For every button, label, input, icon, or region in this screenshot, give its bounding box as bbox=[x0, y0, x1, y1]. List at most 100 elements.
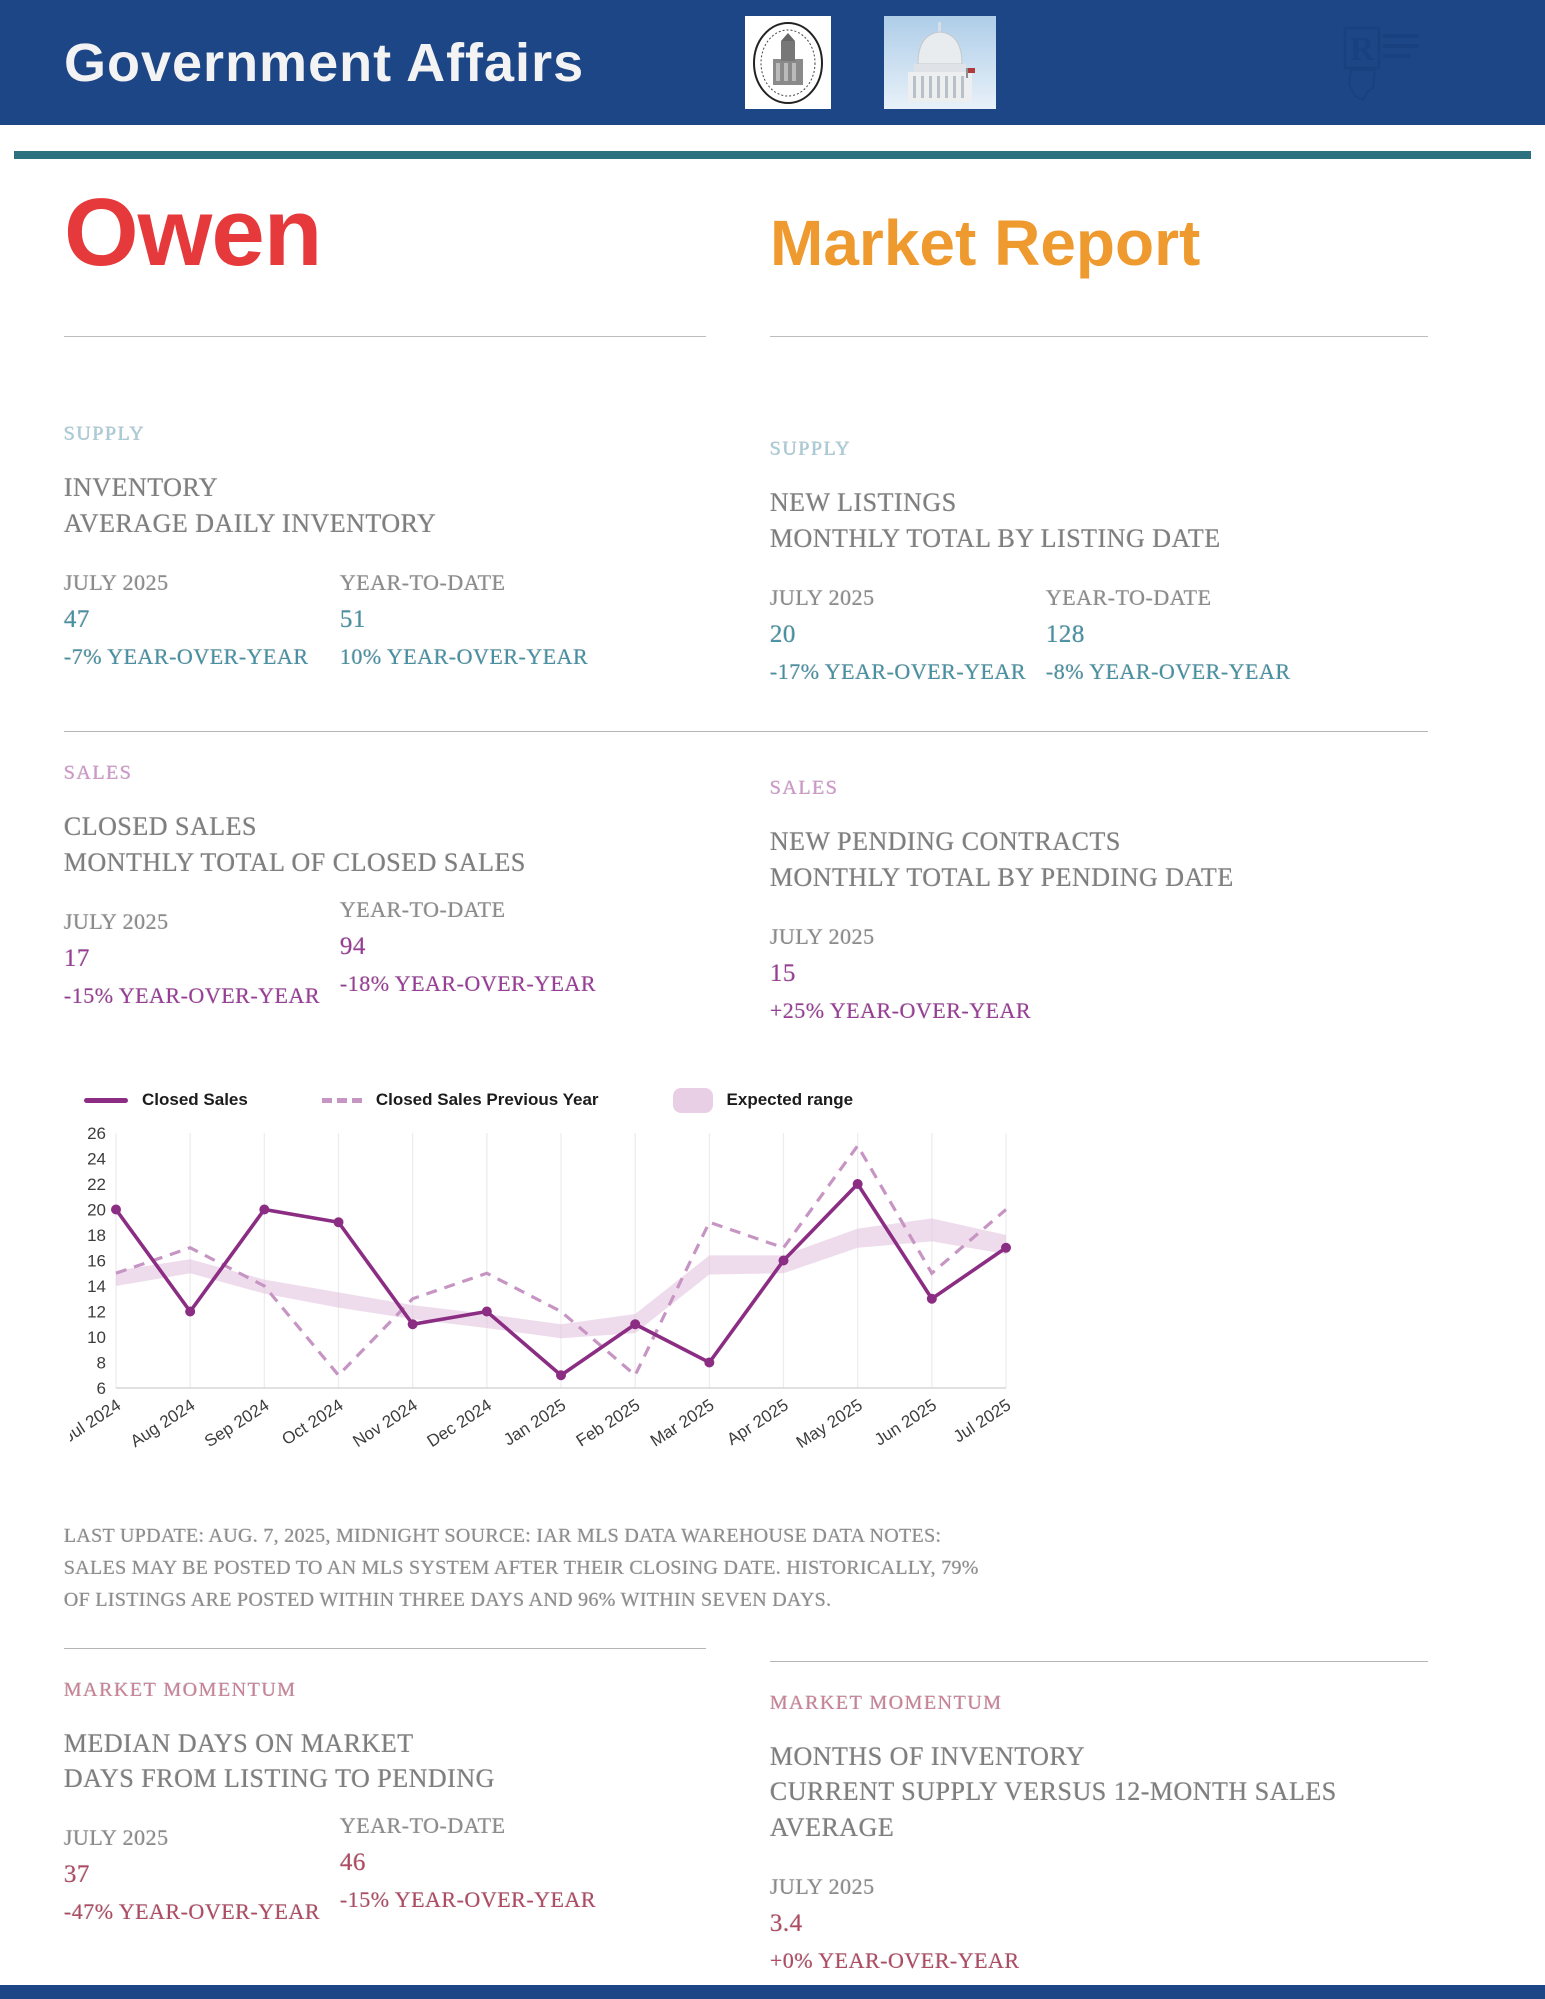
pending-heading: NEW PENDING CONTRACTS bbox=[770, 826, 1121, 856]
header-bar: Government Affairs bbox=[0, 0, 1545, 125]
inventory-month-column: JULY 2025 47 -7% YEAR-OVER-YEAR bbox=[64, 570, 340, 670]
months-inventory-section: MARKET MOMENTUM MONTHS OF INVENTORY CURR… bbox=[770, 1660, 1428, 1975]
month-label: JULY 2025 bbox=[770, 1874, 875, 1900]
category-label-momentum: MARKET MOMENTUM bbox=[770, 1691, 1003, 1714]
capitol-dome-icon bbox=[884, 16, 996, 109]
legend-label-expected-range: Expected range bbox=[726, 1090, 854, 1109]
legend-label-previous-year: Closed Sales Previous Year bbox=[375, 1090, 599, 1109]
month-value: 37 bbox=[64, 1861, 90, 1889]
report-title-cell: Market Report bbox=[770, 185, 1428, 337]
category-label-sales: SALES bbox=[770, 776, 839, 799]
supply-row: SUPPLY INVENTORY AVERAGE DAILY INVENTORY… bbox=[0, 423, 1545, 685]
ytd-label: YEAR-TO-DATE bbox=[340, 896, 506, 922]
pending-subheading: MONTHLY TOTAL BY PENDING DATE bbox=[770, 862, 1234, 892]
inventory-heading: INVENTORY bbox=[64, 473, 219, 502]
month-yoy: -17% YEAR-OVER-YEAR bbox=[770, 658, 1027, 684]
legend-label-closed-sales: Closed Sales bbox=[142, 1090, 248, 1109]
county-title: Owen bbox=[64, 179, 322, 286]
median-dom-section: MARKET MOMENTUM MEDIAN DAYS ON MARKET DA… bbox=[64, 1647, 706, 1975]
month-value: 20 bbox=[770, 620, 796, 648]
category-label-momentum: MARKET MOMENTUM bbox=[64, 1678, 297, 1701]
svg-text:22: 22 bbox=[87, 1175, 106, 1194]
category-label-sales: SALES bbox=[64, 761, 133, 784]
svg-text:Aug 2024: Aug 2024 bbox=[127, 1395, 198, 1451]
svg-text:6: 6 bbox=[97, 1379, 106, 1398]
category-label-supply: SUPPLY bbox=[64, 423, 146, 445]
svg-text:20: 20 bbox=[87, 1200, 106, 1219]
ytd-value: 128 bbox=[1046, 620, 1085, 648]
month-yoy: -15% YEAR-OVER-YEAR bbox=[64, 982, 321, 1008]
capitol-building-image bbox=[884, 16, 996, 109]
svg-text:Oct 2024: Oct 2024 bbox=[278, 1395, 346, 1449]
month-value: 3.4 bbox=[770, 1910, 803, 1938]
month-yoy: -7% YEAR-OVER-YEAR bbox=[64, 643, 309, 669]
closed-sales-heading: CLOSED SALES bbox=[64, 811, 258, 841]
ytd-yoy: 10% YEAR-OVER-YEAR bbox=[340, 643, 589, 669]
svg-text:Nov 2024: Nov 2024 bbox=[349, 1395, 420, 1451]
closed-sales-section: SALES CLOSED SALES MONTHLY TOTAL OF CLOS… bbox=[64, 762, 706, 1024]
new-listings-heading: NEW LISTINGS bbox=[770, 488, 957, 517]
month-value: 17 bbox=[64, 944, 90, 972]
new-listings-month-column: JULY 2025 20 -17% YEAR-OVER-YEAR bbox=[770, 585, 1046, 685]
ytd-value: 51 bbox=[340, 605, 366, 633]
previous-year-dash-swatch bbox=[321, 1097, 362, 1103]
pending-month-column: JULY 2025 15 +25% YEAR-OVER-YEAR bbox=[770, 924, 1031, 1024]
month-label: JULY 2025 bbox=[64, 569, 169, 595]
svg-text:24: 24 bbox=[87, 1149, 106, 1168]
closed-sales-month-column: JULY 2025 17 -15% YEAR-OVER-YEAR bbox=[64, 909, 340, 1009]
median-dom-ytd-column: YEAR-TO-DATE 46 -15% YEAR-OVER-YEAR bbox=[340, 1813, 596, 1925]
closed-sales-line-swatch bbox=[84, 1097, 128, 1103]
inventory-subheading: AVERAGE DAILY INVENTORY bbox=[64, 508, 437, 538]
pending-contracts-section: SALES NEW PENDING CONTRACTS MONTHLY TOTA… bbox=[770, 762, 1428, 1024]
svg-text:18: 18 bbox=[87, 1226, 106, 1245]
closed-sales-line-chart: 6 8 10 12 14 16 18 20 22 24 26 Jul 2024 Aug 2024 Sep … bbox=[70, 1124, 1014, 1452]
inventory-section: SUPPLY INVENTORY AVERAGE DAILY INVENTORY… bbox=[64, 423, 706, 685]
owen-county-seal-logo bbox=[745, 16, 831, 109]
svg-text:Apr 2025: Apr 2025 bbox=[723, 1395, 791, 1449]
realtor-association-watermark-logo: R bbox=[1337, 26, 1427, 108]
ytd-label: YEAR-TO-DATE bbox=[340, 569, 506, 595]
svg-text:Dec 2024: Dec 2024 bbox=[424, 1395, 495, 1451]
county-title-cell: Owen bbox=[64, 185, 706, 337]
svg-text:26: 26 bbox=[87, 1124, 106, 1143]
svg-text:R: R bbox=[1350, 31, 1375, 68]
svg-text:Jul 2024: Jul 2024 bbox=[70, 1395, 124, 1446]
new-listings-subheading: MONTHLY TOTAL BY LISTING DATE bbox=[770, 523, 1221, 553]
title-rule-left bbox=[64, 336, 706, 337]
closed-sales-ytd-column: YEAR-TO-DATE 94 -18% YEAR-OVER-YEAR bbox=[340, 897, 596, 1009]
closed-sales-subheading: MONTHLY TOTAL OF CLOSED SALES bbox=[64, 847, 526, 877]
svg-text:10: 10 bbox=[87, 1328, 106, 1347]
median-dom-subheading: DAYS FROM LISTING TO PENDING bbox=[64, 1764, 496, 1794]
ytd-value: 46 bbox=[340, 1849, 366, 1877]
closed-sales-chart: Closed Sales Closed Sales Previous Year … bbox=[70, 1087, 1020, 1464]
teal-divider bbox=[14, 151, 1531, 159]
ytd-label: YEAR-TO-DATE bbox=[340, 1813, 506, 1839]
category-label-supply: SUPPLY bbox=[770, 438, 852, 460]
ytd-label: YEAR-TO-DATE bbox=[1046, 584, 1212, 610]
county-seal-icon bbox=[753, 21, 823, 104]
month-label: JULY 2025 bbox=[770, 923, 875, 949]
inventory-ytd-column: YEAR-TO-DATE 51 10% YEAR-OVER-YEAR bbox=[340, 570, 588, 670]
svg-text:Jul 2025: Jul 2025 bbox=[950, 1395, 1014, 1446]
svg-text:Jan 2025: Jan 2025 bbox=[500, 1395, 569, 1449]
svg-text:Jun 2025: Jun 2025 bbox=[871, 1395, 940, 1449]
svg-text:16: 16 bbox=[87, 1251, 106, 1270]
month-yoy: +0% YEAR-OVER-YEAR bbox=[770, 1948, 1020, 1974]
svg-text:Mar 2025: Mar 2025 bbox=[647, 1395, 718, 1450]
ytd-yoy: -18% YEAR-OVER-YEAR bbox=[340, 970, 597, 996]
month-value: 15 bbox=[770, 959, 796, 987]
month-label: JULY 2025 bbox=[770, 584, 875, 610]
footer-bar bbox=[0, 1985, 1545, 1999]
median-dom-month-column: JULY 2025 37 -47% YEAR-OVER-YEAR bbox=[64, 1825, 340, 1925]
new-listings-ytd-column: YEAR-TO-DATE 128 -8% YEAR-OVER-YEAR bbox=[1046, 585, 1291, 685]
new-listings-section: SUPPLY NEW LISTINGS MONTHLY TOTAL BY LIS… bbox=[770, 423, 1428, 685]
section-divider bbox=[64, 730, 1428, 732]
report-title: Market Report bbox=[770, 207, 1201, 279]
ytd-value: 94 bbox=[340, 932, 366, 960]
ytd-yoy: -15% YEAR-OVER-YEAR bbox=[340, 1887, 597, 1913]
ytd-yoy: -8% YEAR-OVER-YEAR bbox=[1046, 658, 1291, 684]
svg-text:Feb 2025: Feb 2025 bbox=[573, 1395, 644, 1450]
svg-text:Sep 2024: Sep 2024 bbox=[201, 1395, 272, 1451]
title-rule-right bbox=[770, 336, 1428, 337]
months-inventory-month-column: JULY 2025 3.4 +0% YEAR-OVER-YEAR bbox=[770, 1874, 1020, 1974]
